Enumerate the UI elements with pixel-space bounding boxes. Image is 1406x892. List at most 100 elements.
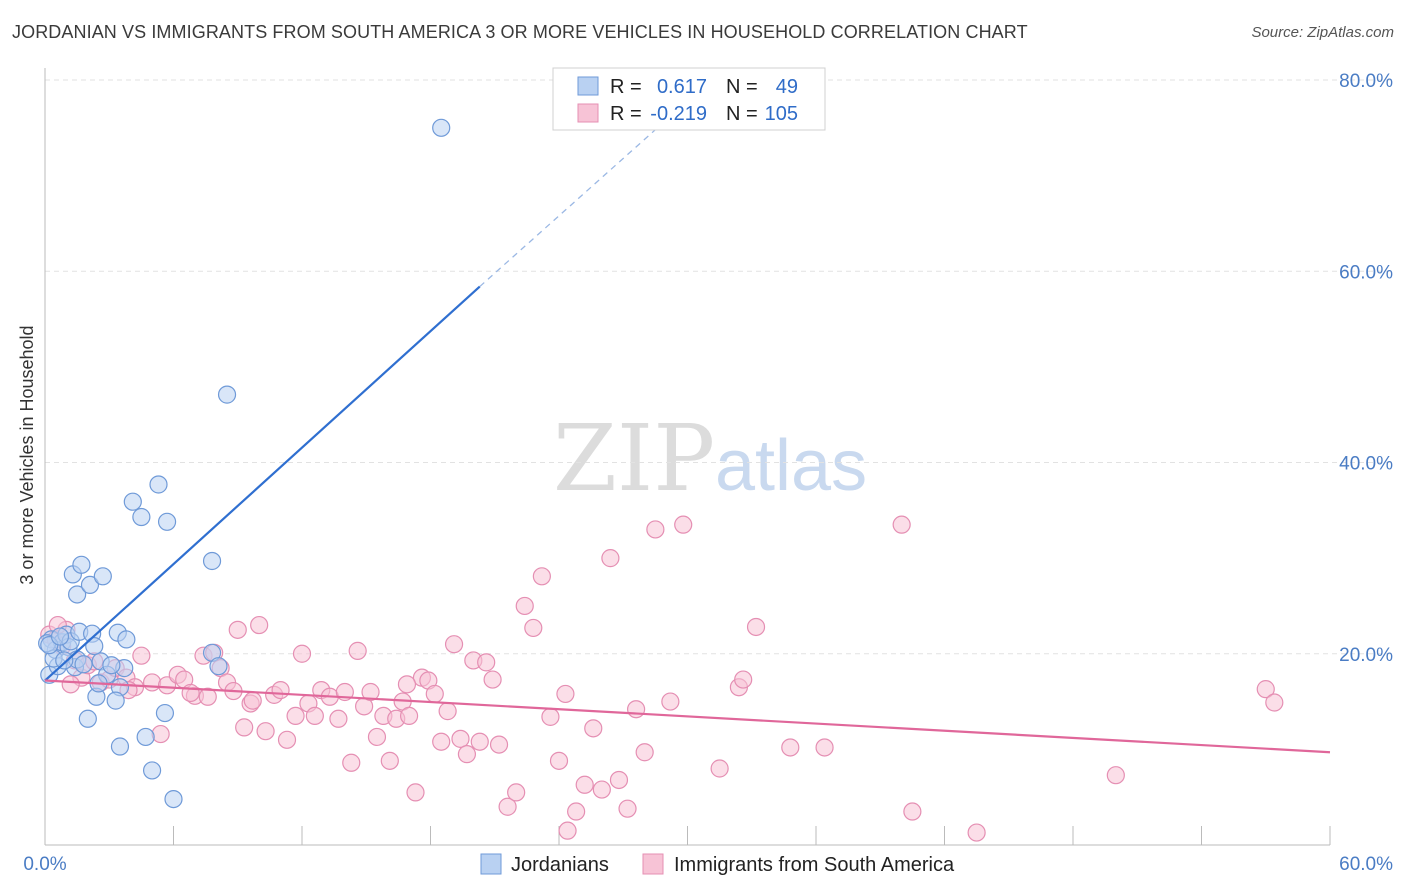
immigrants-point: [635, 743, 654, 762]
immigrants-trend-line: [44, 679, 1331, 754]
immigrants-point: [406, 783, 425, 802]
immigrants-point: [567, 802, 586, 821]
jordanians-point: [123, 492, 142, 511]
immigrants-point: [132, 646, 151, 665]
immigrants-point: [892, 515, 911, 534]
immigrants-point: [348, 641, 367, 660]
immigrants-point: [432, 732, 451, 751]
jordanians-point: [93, 567, 112, 586]
jordanians-point: [55, 651, 74, 670]
immigrants-point: [575, 775, 594, 794]
immigrants-point: [181, 683, 200, 703]
immigrants-point: [361, 682, 380, 702]
chart-title: JORDANIAN VS IMMIGRANTS FROM SOUTH AMERI…: [12, 22, 1028, 42]
immigrants-point: [329, 709, 348, 728]
immigrants-point: [438, 702, 457, 721]
jordanians-trend-line: [44, 285, 481, 682]
immigrants-point: [425, 684, 444, 704]
immigrants-point: [451, 729, 470, 748]
jordanians-point: [117, 630, 136, 649]
immigrants-point: [558, 821, 577, 840]
immigrants-point: [815, 738, 834, 757]
jordanians-point: [50, 627, 70, 646]
y-tick-label: 80.0%: [1339, 71, 1393, 92]
immigrants-point: [367, 727, 387, 747]
bottom-legend-swatch-blue: [480, 853, 502, 875]
legend-n-value-2: 105: [765, 103, 798, 125]
immigrants-point: [710, 759, 729, 778]
immigrants-point: [507, 783, 526, 802]
immigrants-point: [646, 520, 665, 539]
immigrants-point: [380, 751, 399, 770]
y-tick-label: 60.0%: [1339, 262, 1393, 283]
jordanians-point: [110, 737, 130, 756]
immigrants-point: [235, 718, 254, 737]
immigrants-point: [271, 680, 290, 700]
immigrants-point: [444, 635, 464, 654]
immigrants-point: [609, 770, 629, 790]
immigrants-point: [661, 692, 680, 711]
immigrants-point: [228, 620, 247, 639]
y-tick-label: 20.0%: [1339, 645, 1393, 666]
correlation-legend: R = 0.617 N = 49 R = -0.219 N = 105: [552, 67, 826, 131]
immigrants-point: [151, 724, 170, 744]
source-note: Source: ZipAtlas.com: [1251, 24, 1394, 41]
immigrants-point: [292, 644, 312, 663]
immigrants-point: [781, 738, 800, 757]
grid-lines: [45, 79, 1392, 655]
immigrants-point: [524, 618, 543, 638]
jordanians-point: [106, 691, 125, 710]
jordanians-point: [78, 709, 97, 728]
jordanians-point: [432, 118, 451, 137]
immigrants-point: [142, 673, 162, 692]
immigrants-point: [477, 653, 496, 672]
immigrants-point: [515, 596, 534, 616]
legend-r-value-1: 0.617: [657, 76, 707, 98]
legend-r-value-2: -0.219: [650, 103, 707, 125]
immigrants-point: [483, 670, 502, 689]
jordanians-point: [157, 512, 177, 531]
immigrants-point: [457, 745, 477, 764]
immigrants-point: [61, 675, 80, 694]
bottom-legend-immigrants: Immigrants from South America: [674, 854, 955, 876]
immigrants-point: [256, 722, 275, 741]
immigrants-point: [541, 707, 560, 726]
immigrants-point: [198, 687, 217, 706]
jordanians-point: [209, 657, 228, 676]
jordanians-point: [149, 475, 168, 494]
watermark-atlas: atlas: [715, 426, 867, 506]
jordanians-point: [68, 585, 87, 604]
immigrants-point: [746, 617, 766, 637]
immigrants-point: [1256, 680, 1275, 699]
immigrants-point: [305, 706, 324, 726]
trend-lines: [44, 119, 1331, 754]
jordanians-point: [72, 555, 91, 574]
immigrants-point: [967, 823, 986, 842]
bottom-legend-jordanians: Jordanians: [511, 854, 609, 876]
jordanians-point: [217, 385, 237, 404]
jordanians-point: [164, 789, 183, 809]
immigrants-point: [399, 706, 419, 726]
immigrants-point: [532, 567, 551, 586]
jordanians-point: [136, 727, 155, 747]
legend-swatch-pink: [577, 103, 599, 123]
jordanians-point: [80, 575, 100, 595]
x-tick-label-max: 60.0%: [1339, 854, 1393, 875]
immigrants-point: [397, 675, 417, 694]
immigrants-point: [549, 751, 569, 770]
immigrants-point: [498, 797, 517, 816]
immigrants-point: [470, 732, 489, 751]
legend-n-label-1: N =: [726, 76, 758, 98]
legend-swatch-blue: [577, 76, 599, 96]
jordanians-point: [132, 507, 151, 527]
jordanians-point: [74, 655, 93, 674]
jordanians-point: [202, 551, 222, 571]
y-axis-label: 3 or more Vehicles in Household: [17, 325, 37, 584]
series-legend: Jordanians Immigrants from South America: [480, 853, 955, 876]
jordanians-point: [102, 656, 121, 675]
immigrants-point: [277, 730, 297, 749]
jordanians-trend-extension: [479, 119, 667, 288]
watermark-zip: ZIP: [553, 405, 715, 512]
jordanians-point: [142, 761, 162, 780]
immigrants-point: [903, 802, 922, 821]
